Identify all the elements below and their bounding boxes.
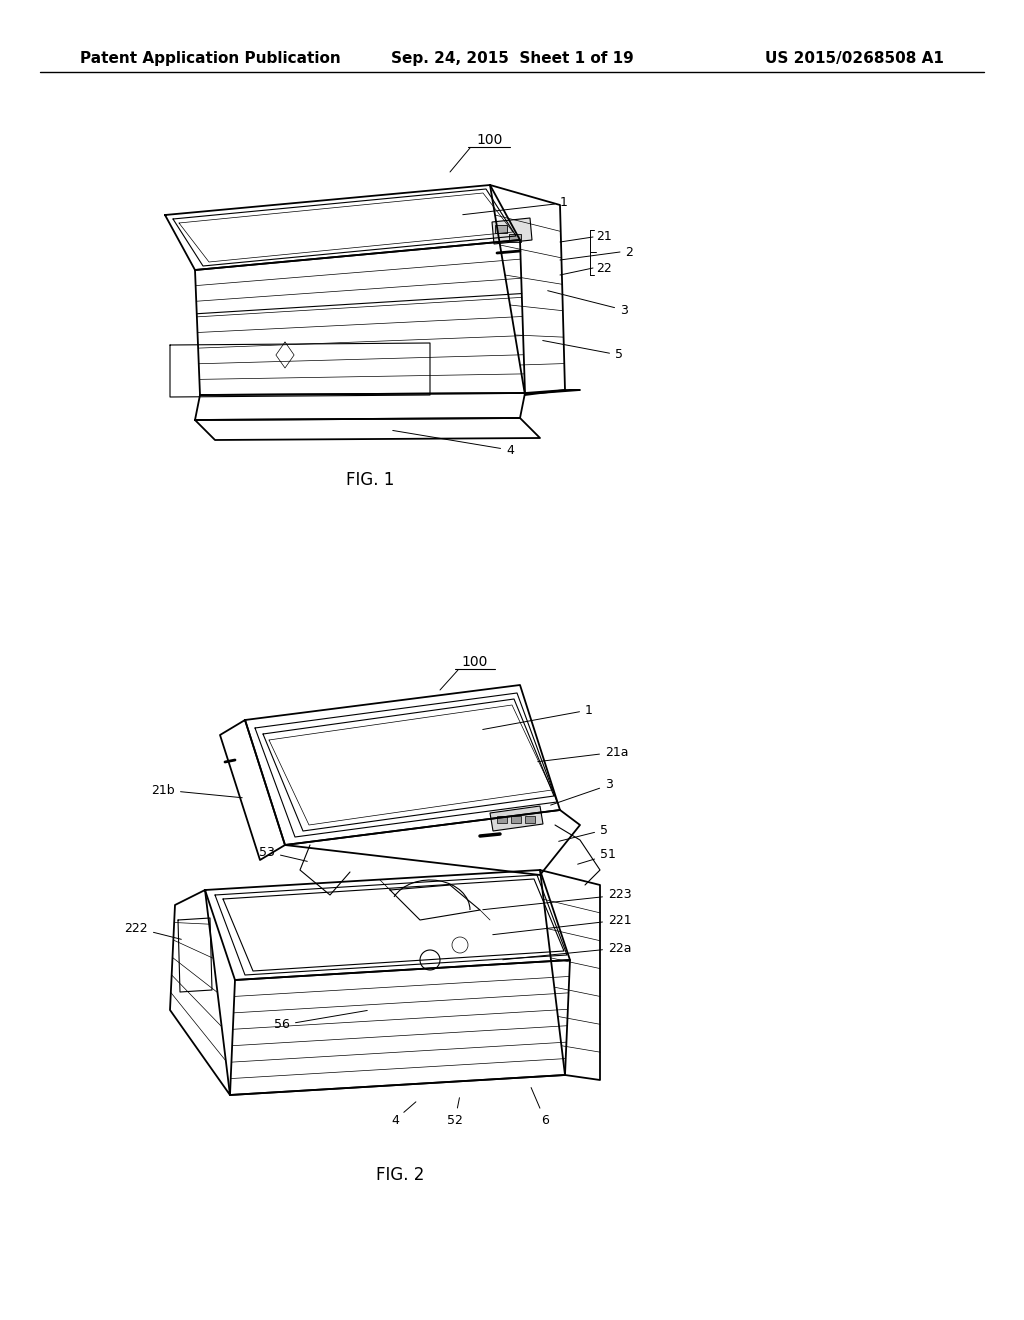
Text: 5: 5 bbox=[543, 341, 623, 362]
Text: 22a: 22a bbox=[503, 941, 632, 960]
Text: 100: 100 bbox=[462, 655, 488, 669]
Polygon shape bbox=[525, 816, 535, 822]
Polygon shape bbox=[495, 224, 507, 234]
Text: 22: 22 bbox=[596, 261, 611, 275]
Text: FIG. 1: FIG. 1 bbox=[346, 471, 394, 488]
Text: 56: 56 bbox=[274, 1011, 368, 1031]
Text: 3: 3 bbox=[551, 779, 613, 805]
Text: 1: 1 bbox=[463, 197, 568, 215]
Polygon shape bbox=[490, 807, 543, 832]
Text: Patent Application Publication: Patent Application Publication bbox=[80, 50, 341, 66]
Text: 222: 222 bbox=[124, 921, 181, 940]
Text: 223: 223 bbox=[482, 888, 632, 909]
Polygon shape bbox=[511, 816, 521, 822]
Text: 4: 4 bbox=[393, 430, 514, 457]
Text: 6: 6 bbox=[531, 1088, 549, 1126]
Text: 53: 53 bbox=[259, 846, 307, 862]
Text: 21a: 21a bbox=[538, 746, 629, 762]
Text: 52: 52 bbox=[447, 1098, 463, 1126]
Text: 21b: 21b bbox=[152, 784, 243, 797]
Polygon shape bbox=[497, 816, 507, 822]
Text: 100: 100 bbox=[477, 133, 503, 147]
Text: 4: 4 bbox=[391, 1102, 416, 1126]
Text: 1: 1 bbox=[482, 704, 593, 730]
Text: 2: 2 bbox=[625, 246, 633, 259]
Polygon shape bbox=[492, 218, 532, 244]
Text: FIG. 2: FIG. 2 bbox=[376, 1166, 424, 1184]
Text: 3: 3 bbox=[548, 290, 628, 317]
Text: 221: 221 bbox=[493, 913, 632, 935]
Text: 21: 21 bbox=[596, 231, 611, 243]
Polygon shape bbox=[509, 234, 521, 242]
Text: 5: 5 bbox=[559, 824, 608, 841]
Text: 51: 51 bbox=[578, 849, 615, 865]
Text: Sep. 24, 2015  Sheet 1 of 19: Sep. 24, 2015 Sheet 1 of 19 bbox=[390, 50, 634, 66]
Text: US 2015/0268508 A1: US 2015/0268508 A1 bbox=[765, 50, 944, 66]
